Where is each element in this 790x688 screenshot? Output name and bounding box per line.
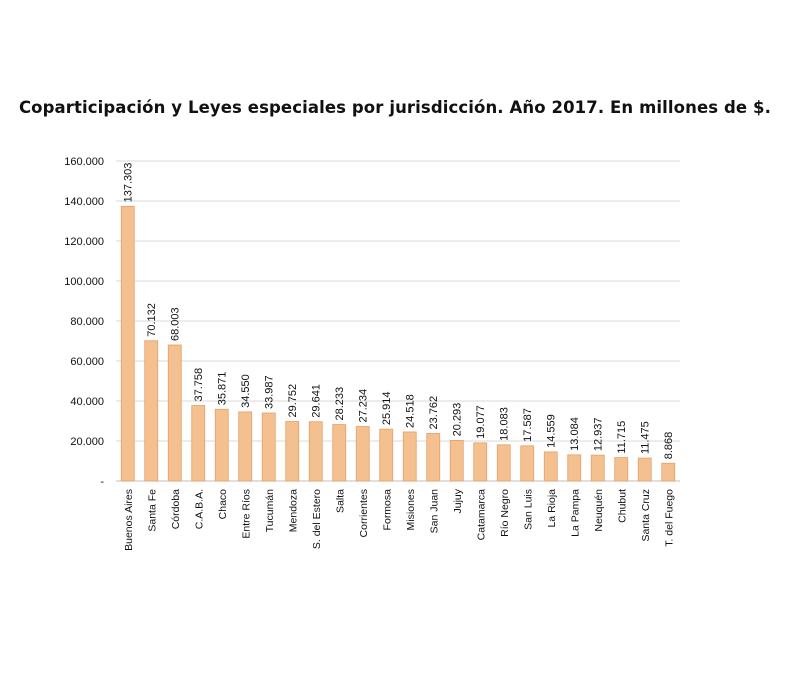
bar (355, 426, 370, 482)
value-label: 11.475 (640, 421, 652, 454)
value-label: 34.550 (240, 374, 252, 408)
bar (543, 451, 558, 482)
y-tick-label: 40.000 (70, 396, 104, 408)
category-label: Neuquén (593, 489, 605, 532)
category-label: Corrientes (358, 489, 370, 537)
value-label: 29.641 (311, 384, 323, 418)
bar (590, 454, 605, 482)
category-label: Formosa (381, 489, 393, 531)
category-label: Mendoza (287, 489, 299, 532)
bar (473, 442, 488, 482)
value-label: 19.077 (475, 405, 487, 439)
bar (520, 445, 535, 482)
value-label: 12.937 (593, 417, 605, 451)
category-label: La Pampa (569, 489, 581, 537)
value-label: 11.715 (616, 421, 628, 454)
bar (238, 411, 253, 482)
category-label: Santa Cruz (640, 489, 652, 542)
value-label: 13.084 (569, 417, 581, 451)
value-label: 137.303 (123, 163, 135, 203)
category-label: Catamarca (475, 489, 487, 541)
category-label: Río Negro (499, 489, 511, 537)
bar (379, 428, 394, 482)
y-axis-ticks: - 20.000 40.000 60.000 80.000 100.000 120.000 1… (64, 156, 104, 488)
category-label: San Luis (522, 489, 534, 530)
category-label: Córdoba (170, 489, 182, 529)
value-label: 37.758 (193, 368, 205, 402)
value-label: 18.083 (499, 407, 511, 441)
x-axis-labels: Buenos Aires Santa Fe Córdoba C.A.B.A. Chaco… (123, 488, 676, 551)
bar (449, 440, 464, 482)
bar (637, 457, 652, 482)
category-label: La Rioja (546, 489, 558, 528)
gridlines (116, 160, 680, 482)
y-tick-label: 140.000 (64, 196, 104, 208)
bar (261, 412, 276, 482)
bar (496, 444, 511, 482)
bar (332, 424, 347, 482)
bar (426, 433, 441, 482)
category-label: Salta (334, 489, 346, 513)
category-label: Tucumán (264, 489, 276, 533)
category-label: T. del Fuego (663, 489, 675, 547)
value-label: 8.868 (663, 432, 675, 460)
value-label: 14.559 (546, 414, 558, 448)
bar (191, 405, 206, 482)
y-tick-label: 80.000 (70, 316, 104, 328)
category-label: Santa Fe (146, 489, 158, 532)
category-label: Misiones (405, 489, 417, 530)
category-label: Chubut (616, 489, 628, 523)
bar (214, 408, 229, 482)
category-label: Chaco (217, 489, 229, 520)
value-label: 35.871 (217, 372, 229, 406)
value-label: 68.003 (170, 307, 182, 341)
value-labels: 137.303 70.132 68.003 37.758 35.871 34.550 33.… (123, 163, 676, 460)
value-label: 24.518 (405, 394, 417, 428)
value-label: 29.752 (287, 384, 299, 418)
value-label: 70.132 (146, 303, 158, 337)
value-label: 33.987 (264, 375, 276, 409)
value-label: 25.914 (381, 392, 393, 426)
bar (567, 454, 582, 482)
category-label: S. del Estero (311, 489, 323, 549)
y-tick-label: 120.000 (64, 236, 104, 248)
bar (661, 462, 676, 482)
value-label: 27.234 (358, 389, 370, 423)
category-label: Entre Ríos (240, 489, 252, 539)
value-label: 28.233 (334, 387, 346, 421)
bar (402, 431, 417, 482)
bar (144, 340, 159, 482)
bar (308, 421, 323, 482)
bar (120, 205, 135, 482)
y-tick-label: 60.000 (70, 356, 104, 368)
y-tick-label: 20.000 (70, 436, 104, 448)
value-label: 17.587 (522, 408, 534, 442)
bar (285, 421, 300, 482)
value-label: 23.762 (428, 396, 440, 430)
y-tick-label: - (100, 476, 104, 488)
category-label: Jujuy (452, 488, 464, 513)
y-tick-label: 160.000 (64, 156, 104, 168)
y-tick-label: 100.000 (64, 276, 104, 288)
bars (120, 205, 676, 482)
category-label: C.A.B.A. (193, 489, 205, 529)
category-label: San Juan (428, 489, 440, 534)
category-label: Buenos Aires (123, 489, 135, 551)
value-label: 20.293 (452, 403, 464, 437)
chart-title: Coparticipación y Leyes especiales por j… (18, 98, 772, 117)
bar (614, 457, 629, 482)
bar (167, 344, 182, 482)
